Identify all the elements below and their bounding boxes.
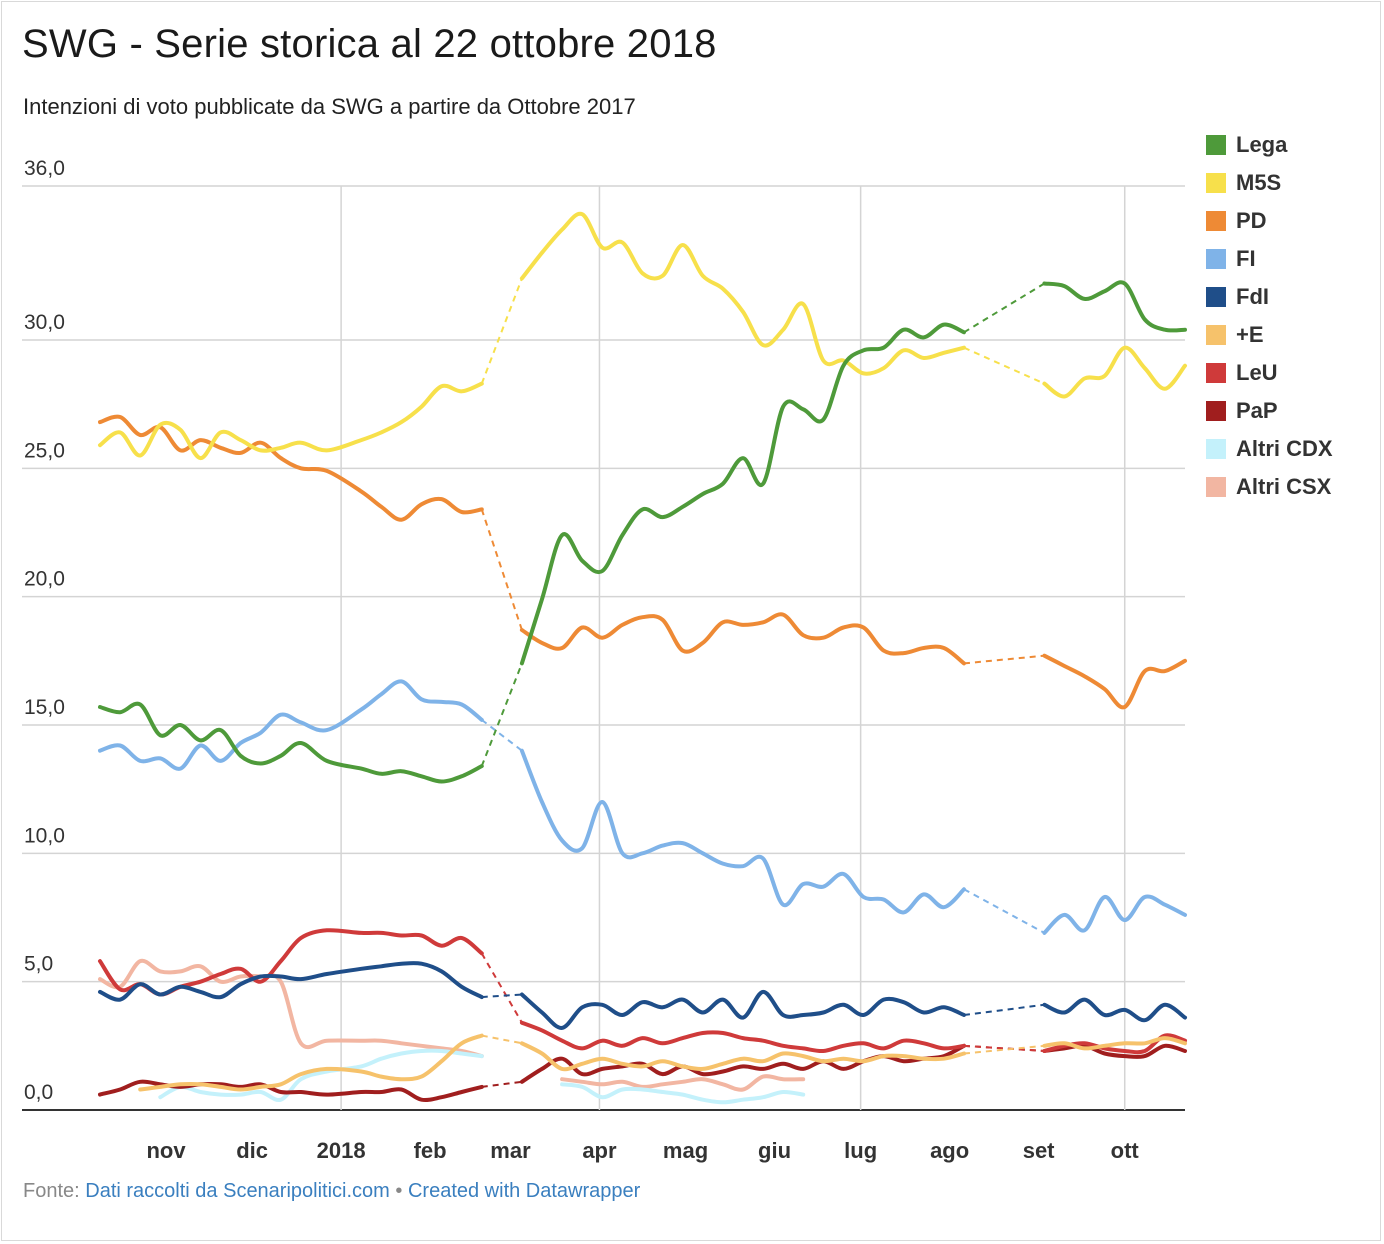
legend-item-fi: FI	[1206, 240, 1333, 278]
source-label: Fonte:	[23, 1180, 80, 1202]
series-fdi-line	[519, 989, 966, 1030]
legend-label: M5S	[1236, 170, 1282, 195]
legend-swatch	[1206, 249, 1226, 269]
y-tick-label: 10,0	[24, 824, 65, 847]
legend: Lega M5S PD FI FdI +E LeU PaP Altri CDX Altri CSX	[1206, 126, 1333, 506]
series-pap-gap-line	[481, 1080, 523, 1088]
y-tick-label: 20,0	[24, 568, 65, 591]
series-fi-line	[1042, 894, 1187, 935]
x-tick-label: ott	[1111, 1138, 1140, 1163]
series-lega-line	[1042, 280, 1187, 333]
series-m5s-gap-line	[963, 346, 1045, 385]
legend-item-m5s: M5S	[1206, 164, 1333, 202]
legend-item-lega: Lega	[1206, 126, 1333, 164]
legend-swatch	[1206, 135, 1226, 155]
legend-swatch	[1206, 401, 1226, 421]
legend-label: FdI	[1236, 284, 1269, 309]
x-tick-label: mag	[663, 1138, 708, 1163]
series-m5s-gap-line	[480, 278, 523, 384]
legend-label: Altri CSX	[1236, 474, 1332, 499]
series-fdi-gap-line	[963, 1003, 1045, 1017]
series-piu-europa-line	[138, 1033, 484, 1092]
y-tick-label: 15,0	[24, 696, 65, 719]
series-fi-line	[519, 748, 966, 915]
series-leu-line	[519, 1020, 966, 1054]
legend-item-pd: PD	[1206, 202, 1333, 240]
series-altri-csx-line	[98, 958, 484, 1059]
series-leu-gap-line	[963, 1044, 1045, 1052]
series-piu-europa-line	[1042, 1036, 1187, 1051]
chart-title: SWG - Serie storica al 22 ottobre 2018	[22, 22, 717, 66]
legend-item-altri-cdx: Altri CDX	[1206, 430, 1333, 468]
series-fi-gap-line	[963, 888, 1045, 934]
series-m5s-line	[1042, 345, 1187, 399]
legend-label: FI	[1236, 246, 1256, 271]
x-tick-label: giu	[758, 1138, 791, 1163]
series-pd-line	[519, 612, 966, 666]
source-link[interactable]: Dati raccolti da Scenaripolitici.com	[85, 1180, 390, 1202]
legend-swatch	[1206, 477, 1226, 497]
series-altri-cdx-line	[158, 1048, 484, 1103]
series-pap-line	[1042, 1043, 1187, 1059]
datawrapper-credit-link[interactable]: Created with Datawrapper	[407, 1180, 641, 1202]
series-lega-gap-line	[480, 663, 523, 767]
series-pd-gap-line	[963, 654, 1045, 665]
series-pd-gap-line	[480, 509, 523, 631]
x-tick-label: feb	[414, 1138, 447, 1163]
series-lega-line	[519, 322, 966, 666]
legend-item-altri-csx: Altri CSX	[1206, 468, 1333, 506]
x-tick-label: mar	[490, 1138, 531, 1163]
series-m5s-line	[98, 381, 484, 461]
x-tick-label: nov	[146, 1138, 186, 1163]
y-tick-label: 36,0	[24, 157, 65, 180]
legend-item-pap: PaP	[1206, 392, 1333, 430]
series-fi-gap-line	[481, 719, 523, 752]
series-fdi-gap-line	[481, 993, 523, 999]
series-piu-europa-gap-line	[963, 1044, 1045, 1055]
y-tick-label: 5,0	[24, 953, 53, 976]
x-tick-label: apr	[582, 1138, 617, 1163]
series-piu-europa-line	[519, 1041, 966, 1072]
series-m5s-line	[519, 211, 966, 376]
y-tick-label: 25,0	[24, 439, 65, 462]
legend-swatch	[1206, 363, 1226, 383]
legend-label: PD	[1236, 208, 1267, 233]
x-tick-label: dic	[236, 1138, 268, 1163]
x-tick-label: 2018	[317, 1138, 366, 1163]
series-leu-gap-line	[480, 952, 523, 1024]
series-fdi-line	[1042, 997, 1187, 1023]
legend-item-piu-europa: +E	[1206, 316, 1333, 354]
legend-swatch	[1206, 287, 1226, 307]
series-pd-line	[1042, 653, 1187, 710]
x-tick-label: set	[1023, 1138, 1055, 1163]
y-tick-label: 30,0	[24, 311, 65, 334]
series-fi-line	[98, 679, 484, 771]
legend-item-leu: LeU	[1206, 354, 1333, 392]
x-tick-label: ago	[930, 1138, 969, 1163]
legend-swatch	[1206, 325, 1226, 345]
legend-item-fdi: FdI	[1206, 278, 1333, 316]
footer-separator: •	[395, 1180, 403, 1202]
legend-label: Altri CDX	[1236, 436, 1333, 461]
series-piu-europa-gap-line	[481, 1034, 523, 1045]
y-tick-label: 0,0	[24, 1081, 53, 1104]
legend-label: +E	[1236, 322, 1264, 347]
legend-label: PaP	[1236, 398, 1278, 423]
series-lega-gap-line	[963, 282, 1045, 334]
footer: Fonte: Dati raccolti da Scenaripolitici.…	[23, 1180, 640, 1203]
series-lega-line	[98, 701, 484, 784]
series-altri-csx-line	[560, 1074, 806, 1092]
series-pap-line	[98, 1079, 484, 1103]
legend-label: Lega	[1236, 132, 1288, 157]
x-tick-label: lug	[844, 1138, 877, 1163]
series-fdi-line	[98, 961, 484, 1002]
legend-label: LeU	[1236, 360, 1278, 385]
legend-swatch	[1206, 439, 1226, 459]
legend-swatch	[1206, 173, 1226, 193]
series-altri-cdx-line	[560, 1082, 806, 1105]
legend-swatch	[1206, 211, 1226, 231]
chart-subtitle: Intenzioni di voto pubblicate da SWG a p…	[23, 94, 636, 119]
